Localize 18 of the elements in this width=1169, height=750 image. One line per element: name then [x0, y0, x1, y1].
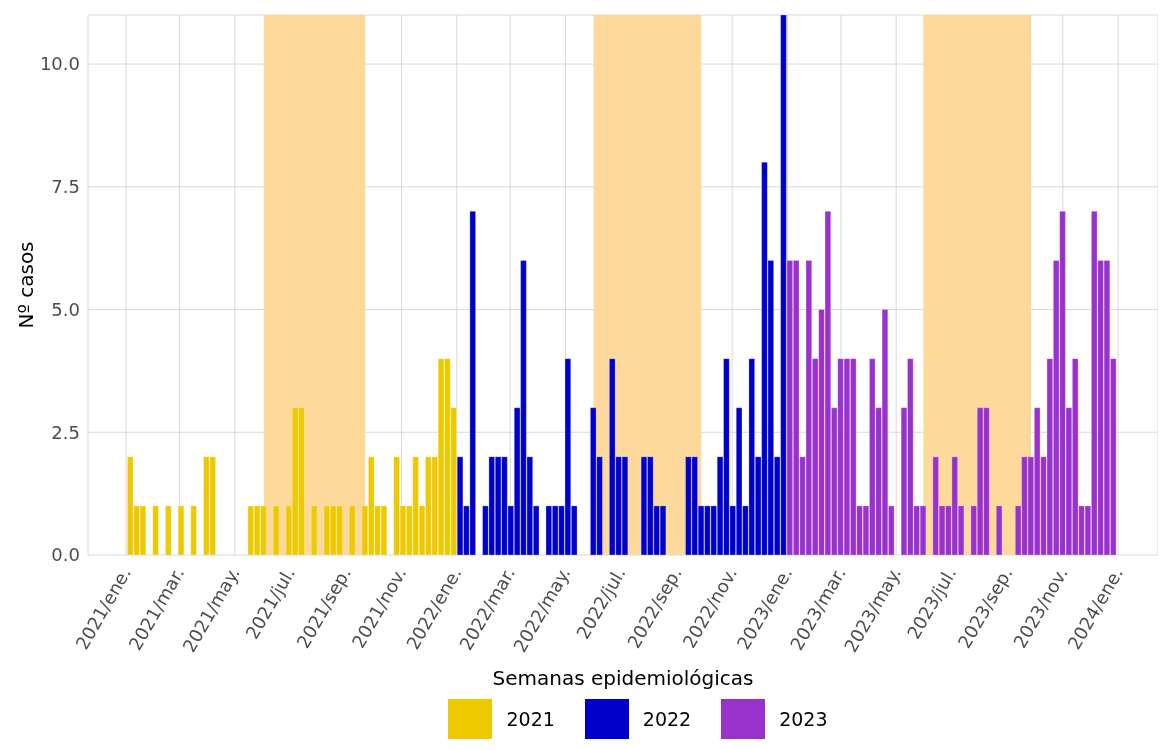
legend-label: 2022 [642, 708, 692, 730]
bar [273, 505, 280, 555]
y-tick-label: 7.5 [51, 176, 80, 198]
bar [996, 505, 1003, 555]
y-tick-label: 10.0 [39, 53, 80, 75]
y-tick-label: 2.5 [51, 421, 80, 443]
bar [311, 505, 318, 555]
bar [349, 505, 356, 555]
y-tick-label: 0.0 [51, 544, 80, 566]
legend-label: 2023 [779, 708, 828, 730]
bar [190, 505, 197, 555]
bar [152, 505, 159, 555]
bar [177, 505, 185, 555]
legend-label: 2021 [506, 708, 555, 730]
y-axis-title: Nº casos [14, 241, 39, 329]
y-tick-label: 5.0 [51, 298, 80, 320]
bar [165, 505, 172, 555]
x-axis-title: Semanas epidemiológicas [492, 666, 754, 690]
